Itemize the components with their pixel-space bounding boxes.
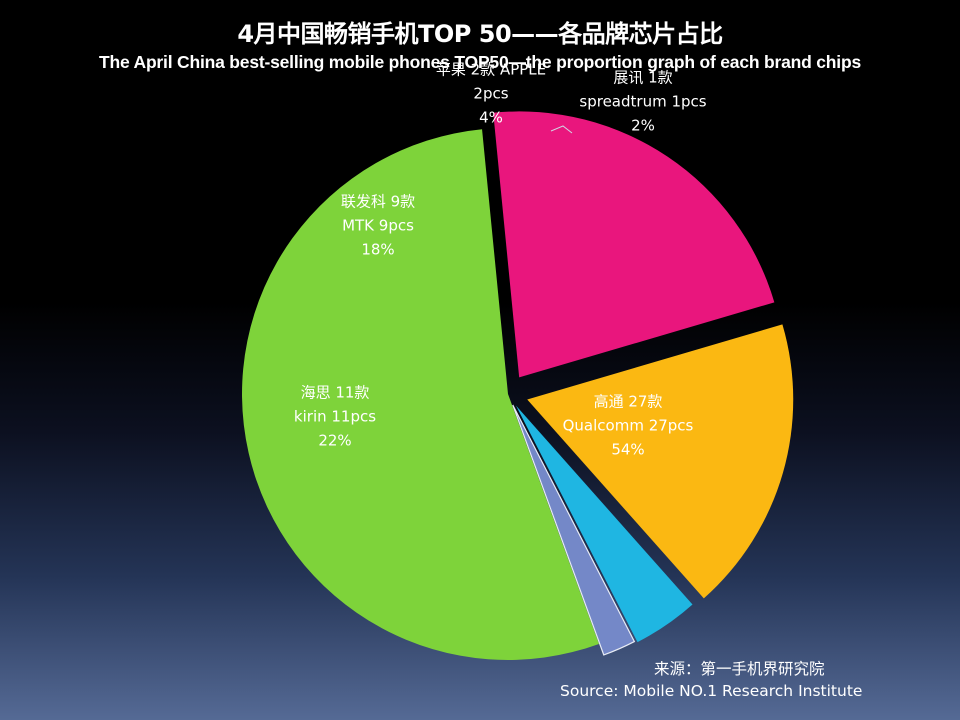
pie-label-mtk-line: 18% bbox=[361, 241, 394, 259]
pie-label-kirin-line: kirin 11pcs bbox=[294, 408, 376, 426]
pie-label-apple-line: 2pcs bbox=[473, 85, 508, 103]
pie-slices bbox=[242, 111, 794, 660]
pie-label-spreadtrum-line: 2% bbox=[631, 117, 655, 135]
pie-slice-kirin bbox=[493, 111, 775, 378]
pie-label-mtk: 联发科 9款 MTK 9pcs 18% bbox=[341, 193, 415, 259]
pie-label-qualcomm-line: 54% bbox=[611, 441, 644, 459]
source-zh: 来源：第一手机界研究院 bbox=[654, 660, 825, 678]
source-note: 来源：第一手机界研究院 Source: Mobile NO.1 Research… bbox=[560, 658, 940, 702]
pie-label-spreadtrum: 展讯 1款 spreadtrum 1pcs 2% bbox=[579, 69, 706, 135]
chart-title: 4月中国畅销手机TOP 50——各品牌芯片占比 bbox=[237, 20, 723, 48]
pie-label-apple: 苹果 2款 APPLE 2pcs 4% bbox=[436, 61, 546, 127]
pie-slice-spreadtrum bbox=[512, 404, 636, 656]
pie-label-kirin-line: 海思 11款 bbox=[301, 384, 370, 402]
pie-label-qualcomm: 高通 27款 Qualcomm 27pcs 54% bbox=[563, 393, 694, 459]
pie-label-kirin-line: 22% bbox=[318, 432, 351, 450]
source-en: Source: Mobile NO.1 Research Institute bbox=[560, 682, 863, 700]
pie-label-mtk-line: 联发科 9款 bbox=[341, 193, 415, 211]
pie-label-qualcomm-line: 高通 27款 bbox=[594, 393, 663, 411]
pie-label-apple-line: 4% bbox=[479, 109, 503, 127]
pie-slice-mtk bbox=[527, 324, 794, 599]
pie-label-spreadtrum-line: 展讯 1款 bbox=[613, 69, 672, 87]
pie-labels: 高通 27款 Qualcomm 27pcs 54% 海思 11款 kirin 11pcs… bbox=[294, 61, 707, 459]
chart-subtitle: The April China best-selling mobile phon… bbox=[98, 52, 861, 72]
pie-label-qualcomm-line: Qualcomm 27pcs bbox=[563, 417, 694, 435]
pie-label-spreadtrum-line: spreadtrum 1pcs bbox=[579, 93, 706, 111]
pie-label-apple-line: 苹果 2款 APPLE bbox=[436, 61, 546, 79]
leader-line-spreadtrum bbox=[550, 125, 573, 134]
pie-label-kirin: 海思 11款 kirin 11pcs 22% bbox=[294, 384, 376, 450]
pie-label-mtk-line: MTK 9pcs bbox=[342, 217, 414, 235]
pie-leader-lines bbox=[550, 125, 573, 134]
pie-slice-apple bbox=[515, 405, 693, 643]
pie-slice-qualcomm bbox=[242, 129, 599, 660]
